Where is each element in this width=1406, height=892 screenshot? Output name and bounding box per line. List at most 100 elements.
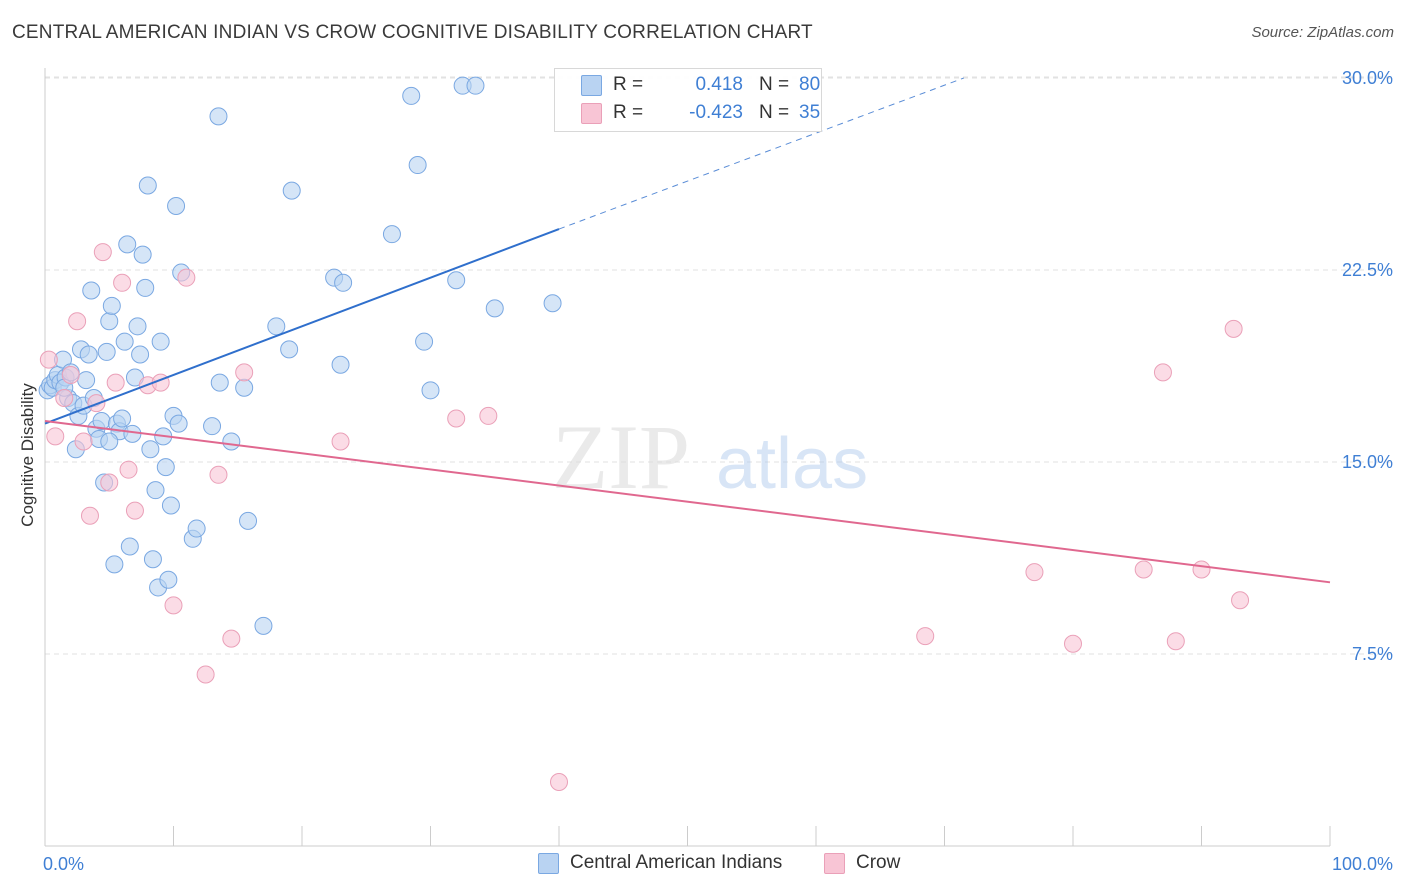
point-central-american-indian bbox=[466, 76, 485, 95]
point-central-american-indian bbox=[100, 312, 119, 331]
point-crow bbox=[1153, 363, 1172, 382]
point-crow bbox=[447, 409, 466, 428]
point-central-american-indian bbox=[267, 317, 286, 336]
point-crow bbox=[125, 501, 144, 520]
bottom-legend-label: Central American Indians bbox=[570, 852, 783, 873]
point-central-american-indian bbox=[115, 332, 134, 351]
point-crow bbox=[550, 773, 568, 791]
point-central-american-indian bbox=[239, 511, 258, 530]
point-central-american-indian bbox=[282, 181, 301, 200]
point-central-american-indian bbox=[210, 373, 229, 392]
point-central-american-indian bbox=[141, 440, 160, 459]
point-crow bbox=[1064, 634, 1082, 653]
point-central-american-indian bbox=[143, 550, 162, 569]
x-tick-label-min: 0.0% bbox=[43, 854, 84, 874]
bottom-legend-label: Crow bbox=[856, 852, 901, 873]
point-crow bbox=[196, 665, 215, 684]
x-tick-label-max: 100.0% bbox=[1332, 854, 1393, 874]
point-crow bbox=[164, 596, 183, 615]
point-central-american-indian bbox=[382, 225, 401, 244]
point-central-american-indian bbox=[97, 342, 116, 361]
point-central-american-indian bbox=[131, 345, 150, 364]
point-central-american-indian bbox=[146, 481, 165, 500]
legend-swatch-pink bbox=[581, 103, 602, 124]
point-crow bbox=[93, 243, 112, 262]
legend-n-value: 80 bbox=[799, 74, 821, 95]
point-crow bbox=[46, 427, 65, 446]
point-crow bbox=[80, 506, 99, 525]
point-crow bbox=[209, 465, 228, 484]
y-axis-label: Cognitive Disability bbox=[18, 383, 37, 527]
point-central-american-indian bbox=[138, 176, 157, 195]
source-label: Source: ZipAtlas.com bbox=[1251, 24, 1394, 41]
point-central-american-indian bbox=[77, 371, 96, 390]
point-central-american-indian bbox=[156, 458, 175, 477]
point-central-american-indian bbox=[235, 378, 254, 397]
point-central-american-indian bbox=[543, 294, 562, 313]
legend: R = 0.418 N = 80 R = -0.423 N = 35 bbox=[554, 68, 822, 132]
point-central-american-indian bbox=[102, 296, 121, 315]
y-tick-label: 15.0% bbox=[1342, 452, 1393, 472]
point-crow bbox=[61, 365, 80, 384]
legend-n-label: N = bbox=[759, 102, 790, 123]
tick-labels: 7.5% 15.0% 22.5% 30.0% 0.0% 100.0% bbox=[43, 68, 1393, 874]
chart-title: CENTRAL AMERICAN INDIAN VS CROW COGNITIV… bbox=[12, 22, 813, 43]
point-crow bbox=[100, 473, 119, 492]
point-central-american-indian bbox=[136, 278, 155, 297]
point-central-american-indian bbox=[408, 156, 427, 175]
point-central-american-indian bbox=[447, 271, 466, 290]
point-crow bbox=[1224, 319, 1243, 338]
point-central-american-indian bbox=[222, 432, 241, 451]
point-central-american-indian bbox=[421, 381, 440, 400]
legend-swatch-blue bbox=[581, 75, 602, 96]
point-crow bbox=[222, 629, 241, 648]
point-central-american-indian bbox=[167, 197, 186, 215]
point-central-american-indian bbox=[203, 417, 222, 436]
point-central-american-indian bbox=[105, 555, 124, 574]
legend-r-value: 0.418 bbox=[695, 74, 743, 95]
watermark: ZIP atlas bbox=[552, 406, 868, 508]
point-crow bbox=[55, 389, 74, 407]
axes bbox=[44, 68, 1331, 847]
point-central-american-indian bbox=[415, 332, 434, 351]
point-crow bbox=[479, 406, 498, 425]
legend-n-label: N = bbox=[759, 74, 790, 95]
point-central-american-indian bbox=[254, 616, 273, 635]
point-crow bbox=[119, 460, 138, 479]
point-crow bbox=[113, 273, 132, 292]
bottom-legend-swatch-blue bbox=[538, 853, 559, 874]
point-crow bbox=[235, 363, 254, 382]
point-crow bbox=[916, 627, 935, 646]
point-crow bbox=[39, 350, 58, 369]
point-central-american-indian bbox=[120, 537, 139, 556]
point-central-american-indian bbox=[331, 355, 350, 374]
point-crow bbox=[1192, 560, 1211, 579]
point-central-american-indian bbox=[280, 340, 299, 359]
watermark-zip: ZIP bbox=[552, 406, 690, 508]
legend-r-label: R = bbox=[613, 102, 644, 123]
data-points bbox=[38, 76, 1250, 791]
bottom-legend-swatch-pink bbox=[824, 853, 845, 874]
point-crow bbox=[1025, 563, 1044, 582]
point-central-american-indian bbox=[159, 570, 178, 589]
legend-r-value: -0.423 bbox=[689, 102, 743, 123]
point-central-american-indian bbox=[187, 519, 206, 538]
point-central-american-indian bbox=[82, 281, 101, 300]
point-crow bbox=[74, 432, 93, 451]
point-crow bbox=[106, 373, 125, 392]
point-central-american-indian bbox=[128, 317, 147, 336]
point-central-american-indian bbox=[402, 86, 421, 105]
point-central-american-indian bbox=[79, 345, 98, 364]
point-crow bbox=[1166, 632, 1185, 651]
trend-line-central-american-indians bbox=[44, 228, 560, 425]
point-crow bbox=[1134, 560, 1153, 579]
point-crow bbox=[68, 312, 87, 331]
point-central-american-indian bbox=[161, 496, 180, 515]
y-tick-label: 7.5% bbox=[1352, 644, 1393, 664]
point-central-american-indian bbox=[151, 332, 170, 351]
watermark-atlas: atlas bbox=[716, 424, 868, 504]
point-central-american-indian bbox=[113, 409, 132, 428]
point-central-american-indian bbox=[334, 273, 353, 292]
legend-r-label: R = bbox=[613, 74, 644, 95]
point-central-american-indian bbox=[209, 107, 228, 126]
